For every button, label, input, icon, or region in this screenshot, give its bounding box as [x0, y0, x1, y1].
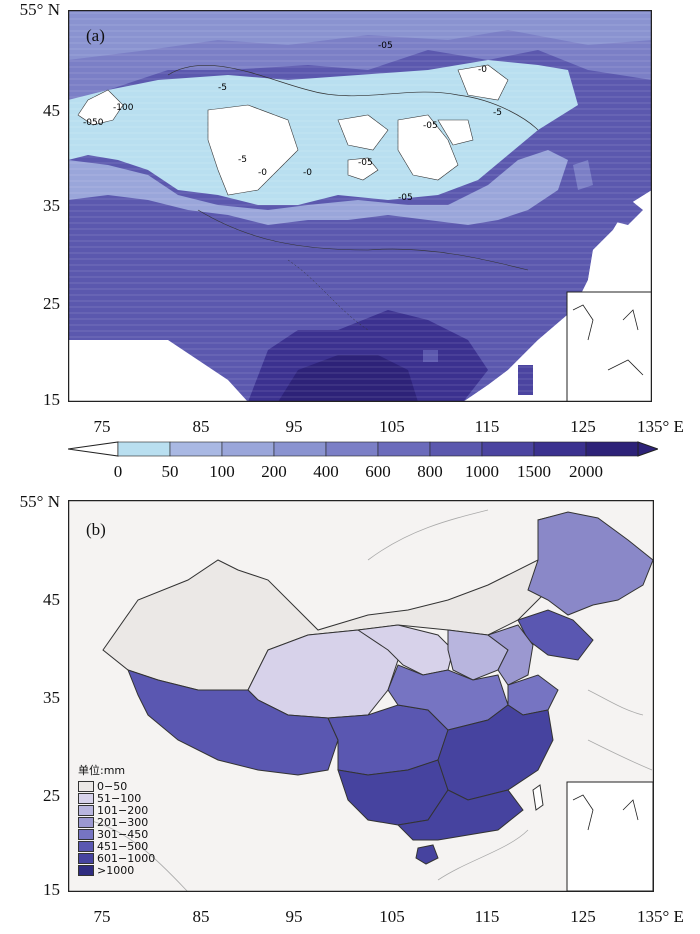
- legend-label: 301−450: [97, 827, 149, 841]
- legend-label: 51−100: [97, 791, 142, 805]
- legend-swatch: [78, 840, 94, 852]
- colorbar-label: 100: [209, 462, 235, 481]
- legend-swatch: [78, 804, 94, 816]
- x-tick-label: 95: [285, 907, 303, 926]
- x-tick-label: 105: [379, 907, 405, 926]
- panel-b-legend: 单位:mm 0−50 51−100 101−200 201−300 301−450 451…: [78, 762, 156, 877]
- legend-label: >1000: [97, 863, 135, 877]
- colorbar-label: 1500: [517, 462, 551, 481]
- colorbar-swatch: [117, 441, 171, 457]
- colorbar-label: 600: [365, 462, 391, 481]
- contour-label: -05: [398, 193, 413, 203]
- y-tick-label: 15: [43, 880, 60, 899]
- contour-label: -5: [238, 155, 247, 165]
- colorbar: [68, 441, 658, 457]
- legend-swatch: [78, 864, 94, 876]
- x-tick-label: 95: [285, 417, 303, 436]
- x-tick-label: 115: [474, 417, 500, 436]
- legend-label: 101−200: [97, 803, 149, 817]
- y-tick-label: 25: [43, 786, 60, 805]
- contour-label: -0: [478, 65, 487, 75]
- legend-swatch: [78, 828, 94, 840]
- x-tick-label: 135° E: [637, 907, 684, 926]
- legend-swatch: [78, 816, 94, 828]
- y-tick-label: 55° N: [19, 0, 60, 19]
- contour-label: -0: [258, 168, 267, 178]
- legend-label: 0−50: [97, 779, 128, 793]
- x-tick-label: 115: [474, 907, 500, 926]
- colorbar-swatch: [585, 441, 639, 457]
- colorbar-swatch: [481, 441, 535, 457]
- contour-label: -05: [423, 121, 438, 131]
- contour-label: -100: [113, 103, 134, 113]
- colorbar-swatch: [169, 441, 223, 457]
- x-tick-label: 85: [192, 907, 210, 926]
- x-tick-label: 85: [192, 417, 210, 436]
- panel-b-province-map: [68, 500, 654, 892]
- legend-item: >1000: [78, 863, 155, 877]
- legend-item: 0−50: [78, 779, 155, 793]
- x-tick-label: 105: [379, 417, 405, 436]
- contour-label: -05: [378, 41, 393, 51]
- legend-item: 451−500: [78, 839, 155, 853]
- colorbar-label: 400: [313, 462, 339, 481]
- colorbar-label: 0: [113, 462, 123, 481]
- x-tick-label: 75: [93, 907, 111, 926]
- legend-swatch: [78, 780, 94, 792]
- legend-swatch: [78, 852, 94, 864]
- contour-label: -5: [218, 83, 227, 93]
- y-tick-label: 55° N: [19, 492, 60, 511]
- legend-label: 601−1000: [97, 851, 156, 865]
- colorbar-swatch: [429, 441, 483, 457]
- colorbar-low-arrow: [68, 441, 119, 457]
- legend-item: 51−100: [78, 791, 155, 805]
- legend-title: 单位:mm: [78, 764, 126, 777]
- colorbar-swatch: [377, 441, 431, 457]
- x-tick-label: 125: [570, 417, 596, 436]
- panel-a-tag: (a): [86, 26, 105, 45]
- x-tick-label: 135° E: [637, 417, 684, 436]
- colorbar-swatch: [533, 441, 587, 457]
- panel-a-precipitation-map: -05 -5 -100 -050 -5 -0 -0 -05 -05 -5 -05…: [68, 10, 652, 402]
- contour-label: -0: [303, 168, 312, 178]
- y-tick-label: 25: [43, 294, 60, 313]
- contour-label: -050: [83, 118, 104, 128]
- colorbar-high-arrow: [637, 441, 658, 457]
- y-tick-label: 45: [43, 101, 60, 120]
- colorbar-label: 800: [417, 462, 443, 481]
- legend-label: 451−500: [97, 839, 149, 853]
- legend-item: 101−200: [78, 803, 155, 817]
- contour-label: -05: [358, 158, 373, 168]
- colorbar-label: 200: [261, 462, 287, 481]
- y-tick-label: 45: [43, 590, 60, 609]
- colorbar-label: 2000: [569, 462, 603, 481]
- legend-item: 601−1000: [78, 851, 156, 865]
- colorbar-swatch: [325, 441, 379, 457]
- y-tick-label: 15: [43, 390, 60, 409]
- y-tick-label: 35: [43, 688, 60, 707]
- colorbar-swatch: [273, 441, 327, 457]
- legend-label: 201−300: [97, 815, 149, 829]
- y-tick-label: 35: [43, 196, 60, 215]
- contour-label: -5: [493, 108, 502, 118]
- legend-item: 201−300: [78, 815, 155, 829]
- legend-item: 301−450: [78, 827, 155, 841]
- colorbar-label: 50: [161, 462, 179, 481]
- colorbar-swatch: [221, 441, 275, 457]
- x-tick-label: 125: [570, 907, 596, 926]
- colorbar-label: 1000: [465, 462, 499, 481]
- panel-b-tag: (b): [86, 520, 106, 539]
- x-tick-label: 75: [93, 417, 111, 436]
- legend-swatch: [78, 792, 94, 804]
